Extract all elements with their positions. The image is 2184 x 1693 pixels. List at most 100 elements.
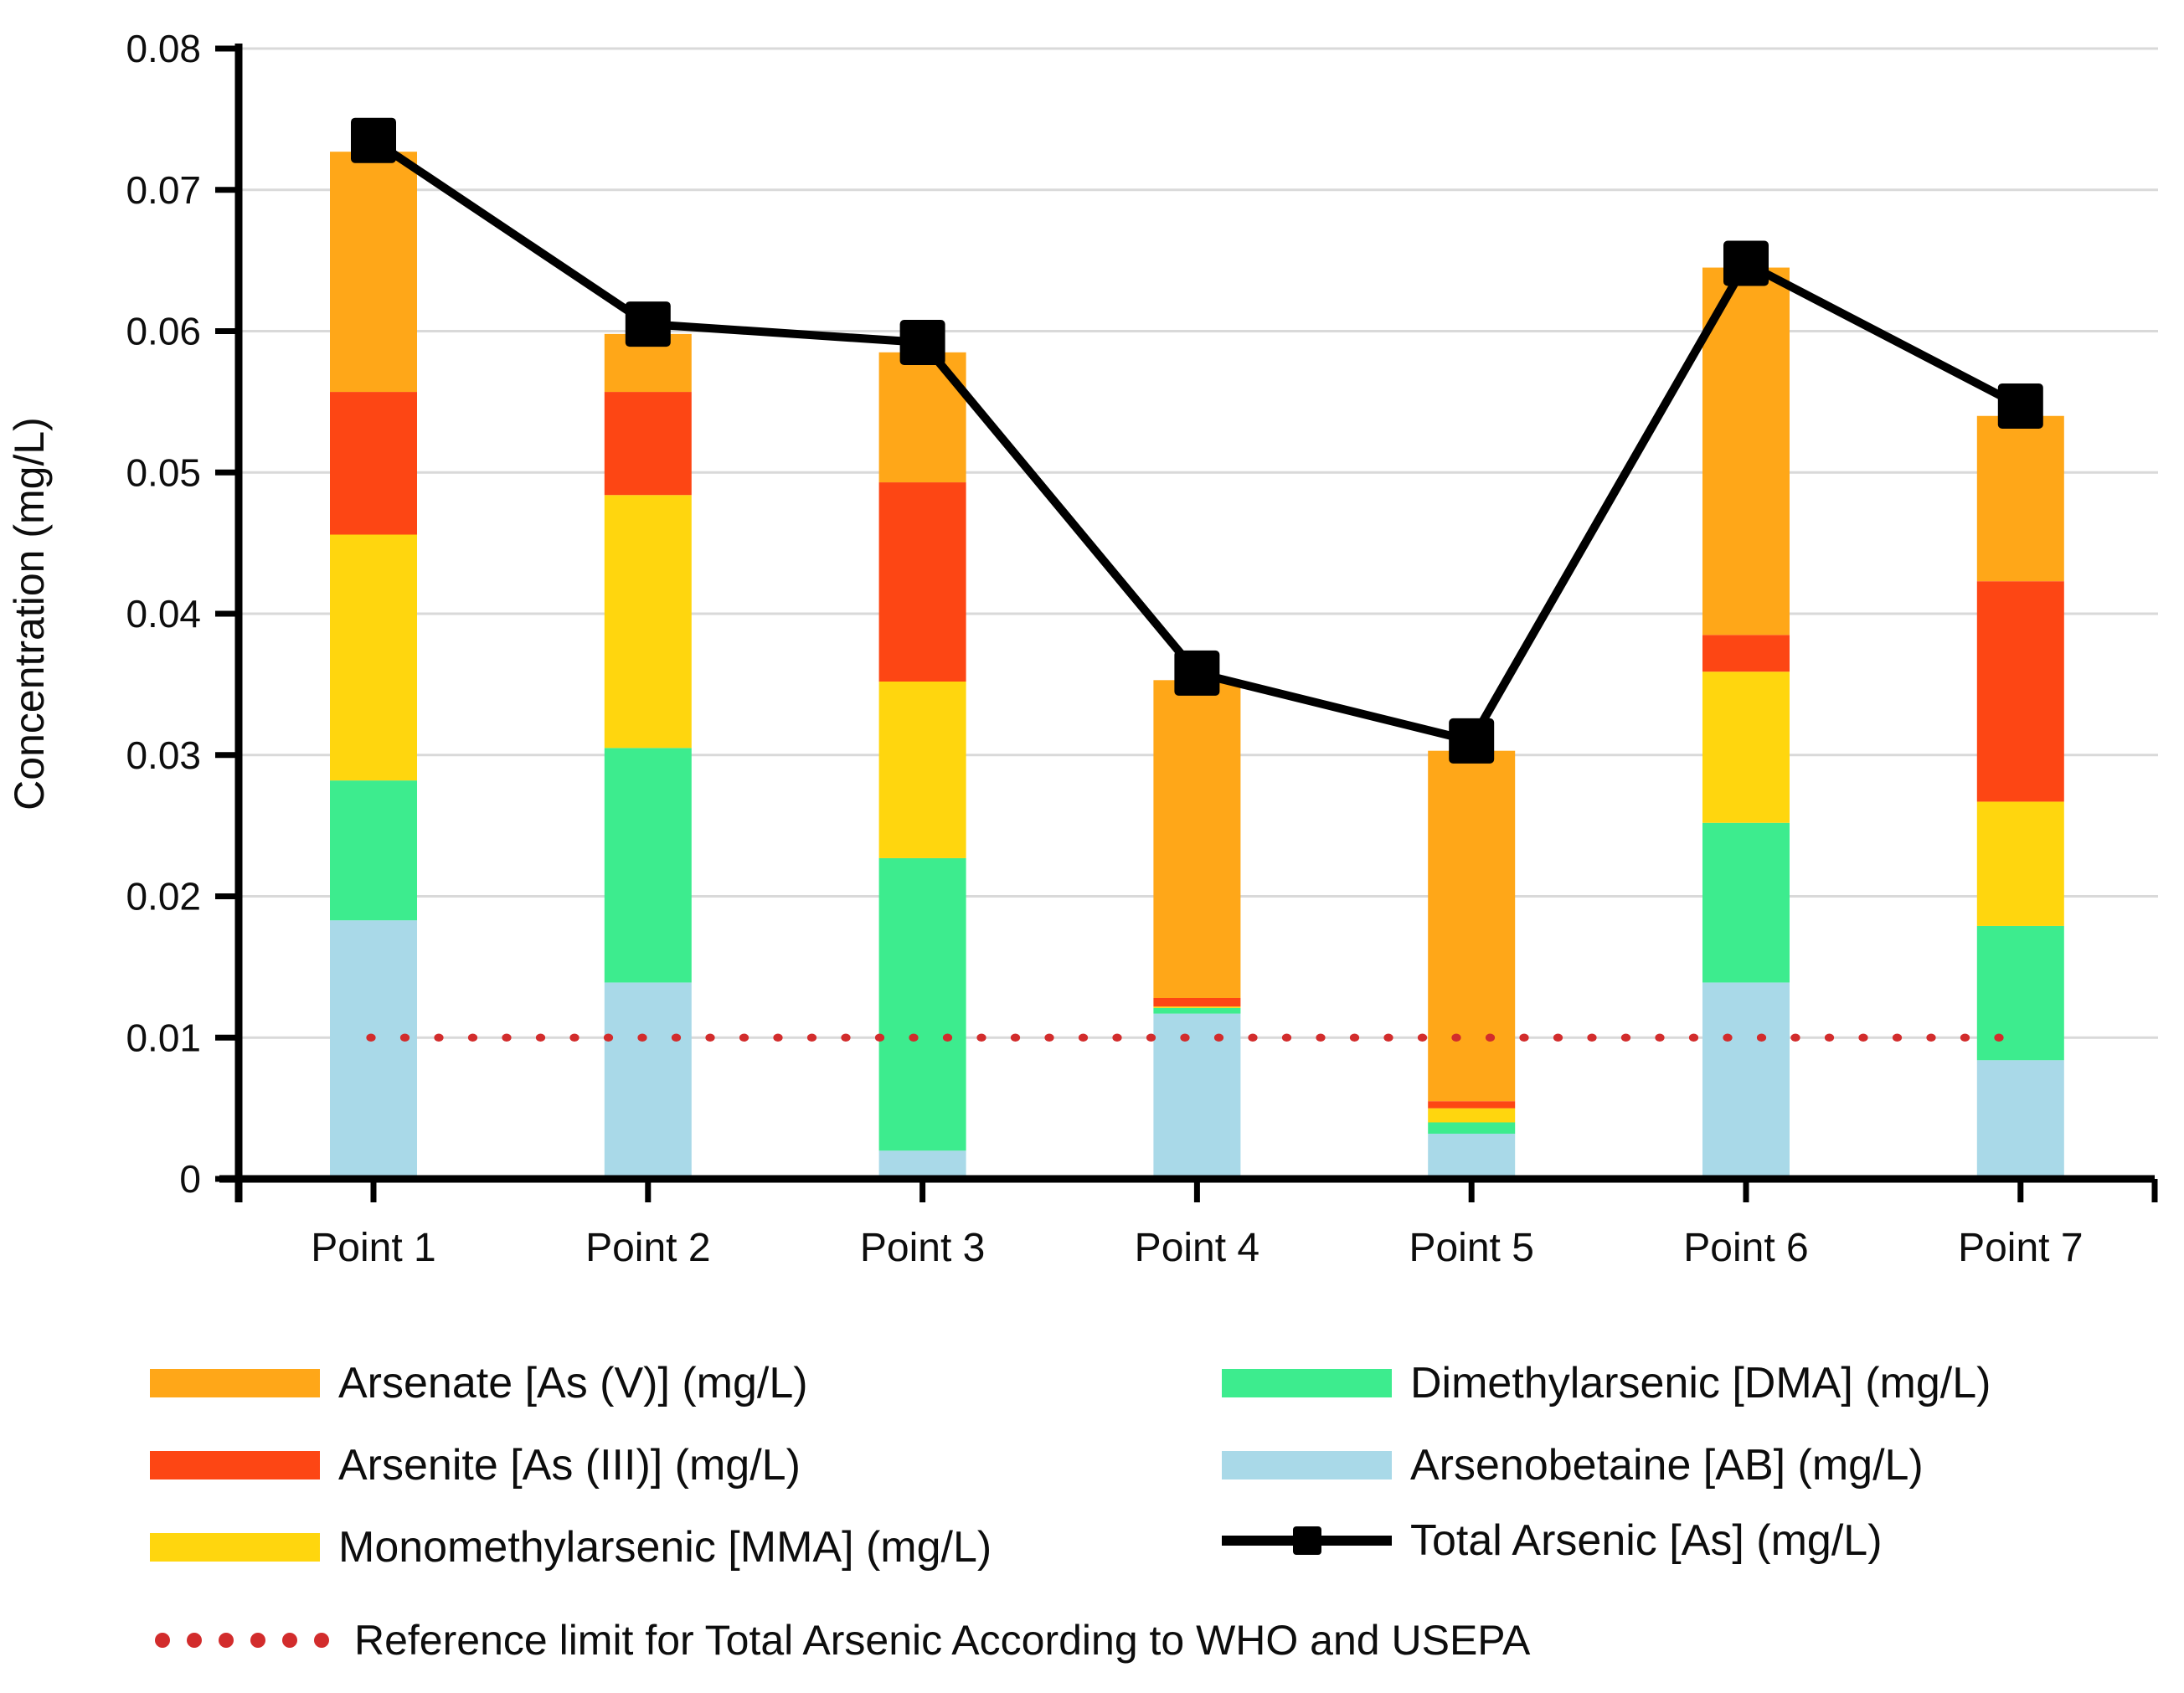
reference-limit-dot <box>1417 1033 1428 1042</box>
total-arsenic-marker <box>899 320 945 365</box>
legend-item-reference-limit: Reference limit for Total Arsenic Accord… <box>155 1616 1530 1665</box>
bar-segment <box>604 392 692 496</box>
bar-segment <box>330 920 417 1179</box>
reference-limit-dot <box>1994 1033 2004 1042</box>
red-dot-icon <box>314 1633 329 1648</box>
reference-limit-dot <box>1688 1033 1699 1042</box>
reference-limit-dot <box>502 1033 512 1042</box>
y-tick-label: 0.07 <box>126 168 201 212</box>
bar-segment <box>1428 1108 1516 1123</box>
legend-label-ab: Arsenobetaine [AB] (mg/L) <box>1410 1441 1924 1490</box>
y-tick-label: 0.04 <box>126 592 201 636</box>
reference-limit-dot <box>976 1033 986 1042</box>
reference-limit-dot <box>1451 1033 1461 1042</box>
x-category-label: Point 1 <box>311 1226 435 1270</box>
dma-swatch-icon <box>1222 1369 1392 1397</box>
bar-segment <box>1153 1006 1241 1008</box>
bar-segment <box>604 748 692 983</box>
bar-segment <box>1428 1122 1516 1134</box>
legend-item-arsenite: Arsenite [As (III)] (mg/L) <box>150 1440 801 1490</box>
reference-limit-dot <box>1960 1033 1970 1042</box>
bar-segment <box>878 1150 966 1179</box>
bar-segment <box>1428 1134 1516 1179</box>
x-category-label: Point 3 <box>860 1226 985 1270</box>
bar-segment <box>1702 267 1790 636</box>
reference-limit-dot <box>1858 1033 1868 1042</box>
reference-limit-dot <box>1892 1033 1903 1042</box>
total-arsenic-marker <box>1449 718 1495 764</box>
bar-segment <box>1428 1101 1516 1109</box>
y-tick-label: 0.03 <box>126 733 201 777</box>
reference-limit-dot <box>1824 1033 1835 1042</box>
y-tick-label: 0.01 <box>126 1016 201 1059</box>
bar-segment <box>1976 415 2064 582</box>
reference-limit-dot <box>671 1033 682 1042</box>
reference-limit-dot <box>841 1033 851 1042</box>
bar-segment <box>1702 672 1790 823</box>
reference-limit-dot <box>1010 1033 1021 1042</box>
reference-limit-dot <box>1790 1033 1800 1042</box>
reference-limit-dot <box>1349 1033 1360 1042</box>
bar-segment <box>330 780 417 921</box>
reference-limit-dot <box>637 1033 647 1042</box>
red-dot-icon <box>250 1633 265 1648</box>
bar-segment <box>1702 982 1790 1179</box>
reference-limit-dot <box>1044 1033 1054 1042</box>
x-category-label: Point 4 <box>1135 1226 1259 1270</box>
reference-limit-dot <box>1553 1033 1563 1042</box>
total-arsenic-marker <box>1174 650 1220 696</box>
x-category-label: Point 6 <box>1683 1226 1808 1270</box>
reference-limit-dot <box>1756 1033 1767 1042</box>
reference-limit-dot <box>399 1033 410 1042</box>
ab-swatch-icon <box>1222 1451 1392 1479</box>
reference-limit-dot <box>1926 1033 1936 1042</box>
bar-segment <box>1153 998 1241 1007</box>
reference-limit-dot <box>434 1033 444 1042</box>
red-dot-icon <box>155 1633 170 1648</box>
bar-segment <box>604 495 692 749</box>
legend-item-ab: Arsenobetaine [AB] (mg/L) <box>1222 1440 1924 1490</box>
bar-segment <box>1702 822 1790 983</box>
total-arsenic-marker-icon <box>1292 1526 1321 1555</box>
total-arsenic-marker <box>625 301 671 347</box>
bar-segment <box>1153 1013 1241 1179</box>
red-dot-icon <box>219 1633 234 1648</box>
legend-item-arsenate: Arsenate [As (V)] (mg/L) <box>150 1358 808 1408</box>
legend-label-arsenate: Arsenate [As (V)] (mg/L) <box>338 1359 808 1407</box>
reference-limit-dot <box>773 1033 783 1042</box>
reference-limit-dot <box>569 1033 579 1042</box>
legend-item-total-arsenic: Total Arsenic [As] (mg/L) <box>1222 1515 1883 1566</box>
y-tick-label: 0 <box>179 1157 201 1201</box>
bar-segment <box>1428 750 1516 1102</box>
reference-limit-dot <box>1620 1033 1631 1042</box>
bar-segment <box>878 682 966 858</box>
reference-limit-dot <box>366 1033 376 1042</box>
x-category-label: Point 2 <box>585 1226 710 1270</box>
reference-limit-dot <box>1723 1033 1733 1042</box>
bar-segment <box>330 534 417 781</box>
bar-segment <box>1153 680 1241 998</box>
red-dot-icon <box>282 1633 297 1648</box>
total-arsenic-line-swatch-icon <box>1222 1526 1392 1555</box>
reference-limit-dot <box>1655 1033 1665 1042</box>
reference-limit-dot <box>1112 1033 1122 1042</box>
legend-item-mma: Monomethylarsenic [MMA] (mg/L) <box>150 1522 992 1572</box>
reference-limit-dot <box>1587 1033 1597 1042</box>
bar-segment <box>878 352 966 483</box>
total-arsenic-marker <box>1723 240 1769 286</box>
reference-limit-dot <box>1383 1033 1393 1042</box>
legend-label-arsenite: Arsenite [As (III)] (mg/L) <box>338 1441 801 1490</box>
reference-limit-dot <box>1519 1033 1529 1042</box>
red-dot-icon <box>187 1633 202 1648</box>
reference-limit-dot <box>1485 1033 1496 1042</box>
bar-segment <box>878 857 966 1151</box>
reference-limit-dot <box>705 1033 715 1042</box>
reference-limit-dot <box>1281 1033 1292 1042</box>
total-arsenic-marker <box>351 117 396 163</box>
bar-segment <box>1702 635 1790 672</box>
reference-limit-dot <box>1248 1033 1258 1042</box>
reference-limit-dot <box>1078 1033 1089 1042</box>
reference-limit-dot <box>874 1033 885 1042</box>
reference-limit-dot <box>1213 1033 1224 1042</box>
bar-segment <box>330 152 417 393</box>
